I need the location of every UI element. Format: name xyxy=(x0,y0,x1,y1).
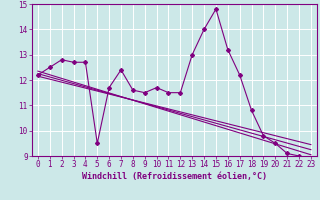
X-axis label: Windchill (Refroidissement éolien,°C): Windchill (Refroidissement éolien,°C) xyxy=(82,172,267,181)
